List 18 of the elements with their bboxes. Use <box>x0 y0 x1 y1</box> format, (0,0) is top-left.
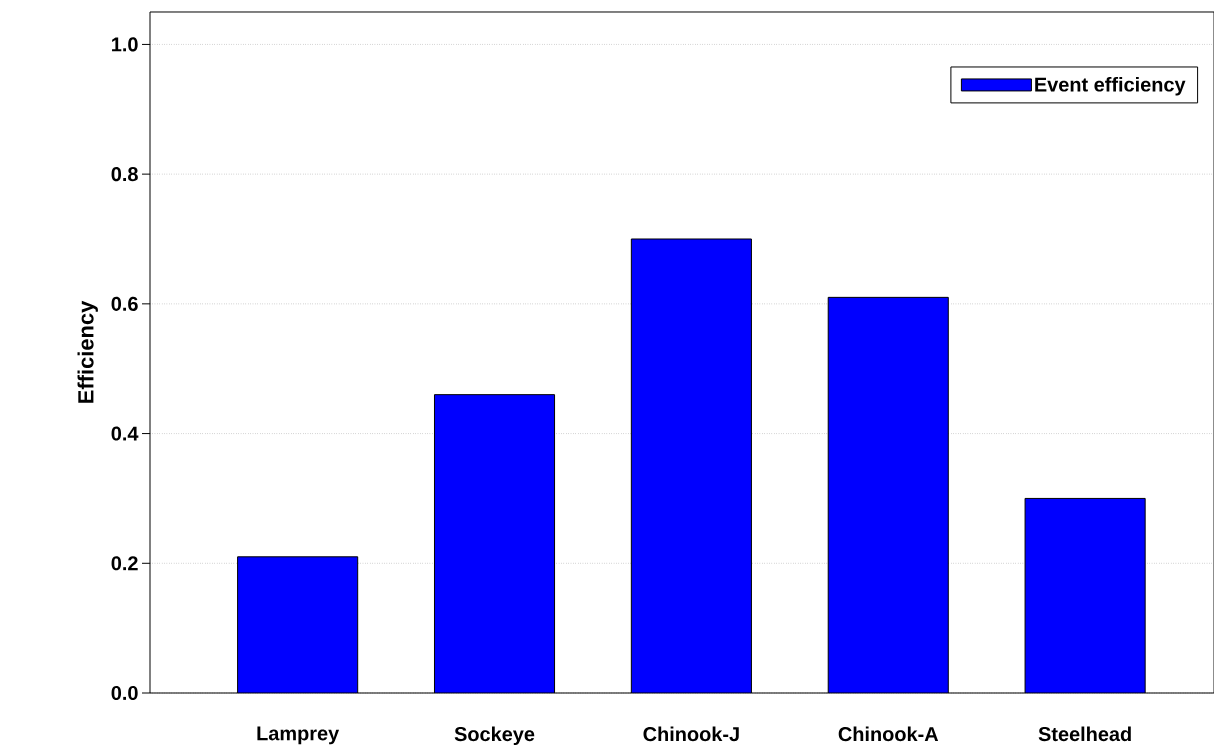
y-tick-label: 0.6 <box>111 296 138 311</box>
y-axis-title: Efficiency <box>77 300 98 403</box>
y-tick-label: 1.0 <box>112 37 138 52</box>
y-tick-label: 0.8 <box>111 167 138 182</box>
x-tick-label: Sockeye <box>454 726 535 746</box>
x-tick-label: Chinook-A <box>838 726 939 742</box>
x-tick-label: Steelhead <box>1038 726 1131 742</box>
y-tick-label: 0.0 <box>111 685 138 701</box>
bar <box>433 394 556 693</box>
bar <box>237 556 359 693</box>
x-tick-label: Lamprey <box>257 726 340 745</box>
y-tick-label: 0.2 <box>111 556 138 571</box>
bar <box>827 296 949 693</box>
legend-label: Event efficiency <box>1035 76 1186 96</box>
bar <box>1024 497 1146 693</box>
y-tick-label: 0.4 <box>111 426 139 441</box>
bar <box>630 238 752 693</box>
x-tick-label: Chinook-J <box>643 726 739 742</box>
